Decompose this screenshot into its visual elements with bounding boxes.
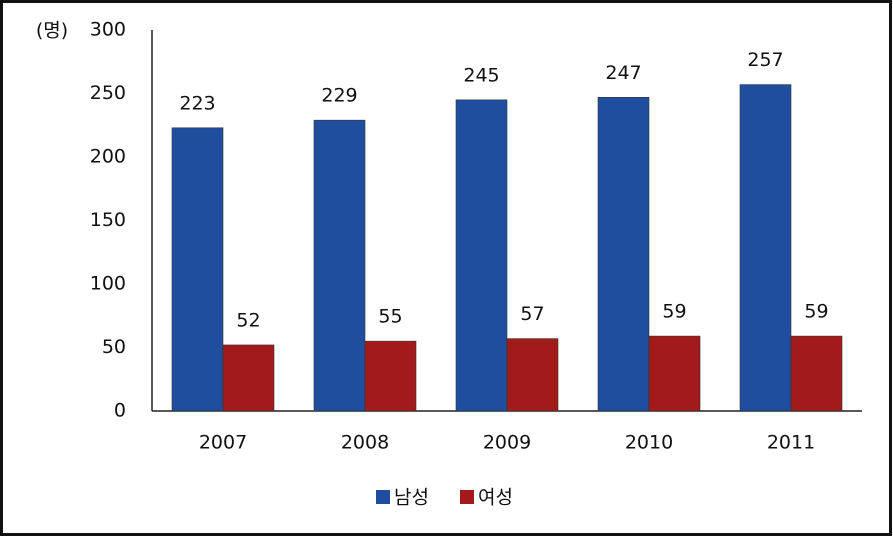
y-tick-label: 300 [90,19,126,41]
x-tick-label: 2007 [199,432,247,454]
bar [222,344,275,412]
y-tick-label: 0 [114,400,126,422]
bar [171,127,224,412]
legend-label: 남성 [394,487,429,509]
x-tick-label: 2008 [341,432,389,454]
data-label: 57 [520,303,544,325]
y-tick-label: 50 [102,336,126,358]
x-tick-label: 2010 [625,432,673,454]
y-tick-label: 200 [90,146,126,168]
y-unit-label: (명) [36,20,68,42]
bar [506,338,559,412]
data-label: 55 [378,306,402,328]
data-label: 245 [463,64,499,86]
legend-swatch [376,490,390,504]
y-tick-label: 100 [90,273,126,295]
data-label: 229 [321,85,357,107]
legend-label: 여성 [478,487,513,509]
y-tick-label: 150 [90,209,126,231]
x-tick-label: 2011 [767,432,815,454]
bar [455,99,508,412]
legend-swatch [460,490,474,504]
bar [364,340,417,412]
x-tick-label: 2009 [483,432,531,454]
bar [597,97,650,412]
data-label: 257 [747,49,783,71]
bar [739,84,792,412]
data-label: 59 [662,301,686,323]
bar [790,335,843,412]
data-label: 59 [804,301,828,323]
y-tick-label: 250 [90,82,126,104]
data-label: 52 [236,309,260,331]
bar [648,335,701,412]
data-label: 223 [179,92,215,114]
bar [313,119,366,412]
data-label: 247 [605,62,641,84]
